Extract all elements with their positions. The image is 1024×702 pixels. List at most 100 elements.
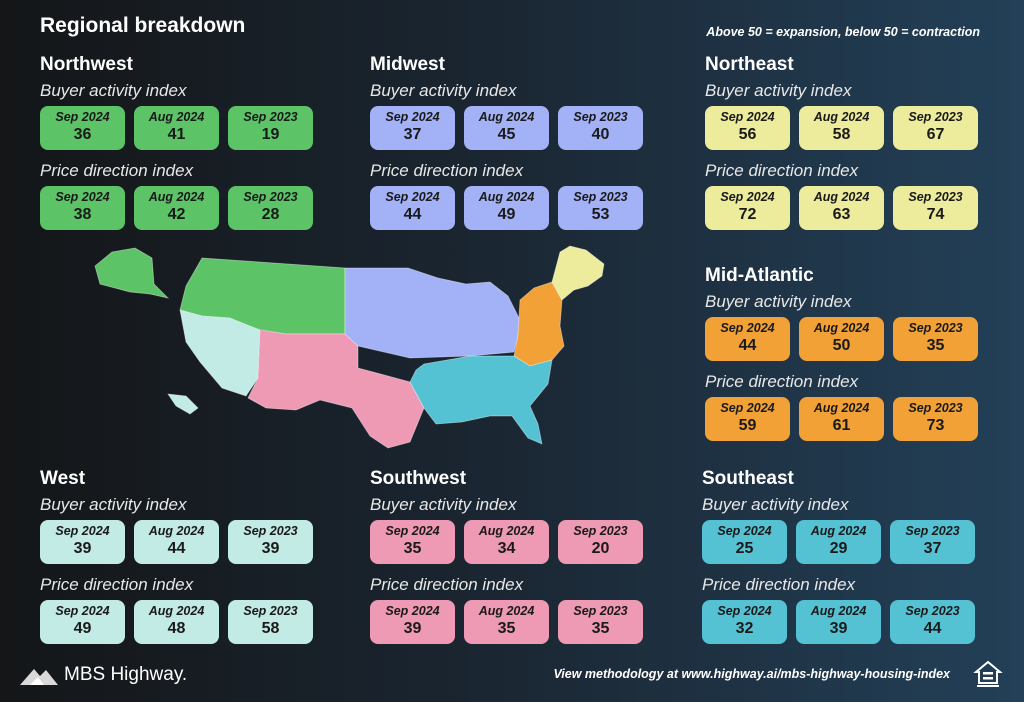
period-label: Sep 2024 [385,110,440,124]
index-value: 50 [832,337,851,354]
buyer-index-card: Sep 2023 19 [228,106,313,150]
price-index-card: Sep 2024 49 [40,600,125,644]
index-value: 73 [926,417,945,434]
price-index-card: Sep 2023 35 [558,600,643,644]
region-name: Northeast [705,54,794,75]
price-index-card: Aug 2024 42 [134,186,219,230]
period-label: Sep 2024 [385,190,440,204]
region-panel-mid-atlantic: Mid-Atlantic Buyer activity index Sep 20… [705,263,1005,449]
buyer-index-label: Buyer activity index [702,495,849,514]
index-value: 56 [738,126,757,143]
price-index-card: Sep 2024 72 [705,186,790,230]
price-index-label: Price direction index [702,575,856,594]
period-label: Sep 2024 [717,604,772,618]
index-value: 39 [403,620,422,637]
price-index-card: Sep 2023 44 [890,600,975,644]
price-index-card: Aug 2024 49 [464,186,549,230]
price-index-row: Sep 2024 49 Aug 2024 48 Sep 2023 58 [40,600,340,644]
buyer-index-card: Sep 2023 40 [558,106,643,150]
index-value: 20 [591,540,610,557]
price-index-card: Aug 2024 48 [134,600,219,644]
period-label: Aug 2024 [813,401,870,415]
buyer-index-card: Aug 2024 44 [134,520,219,564]
buyer-index-card: Sep 2024 44 [705,317,790,361]
index-value: 36 [73,126,92,143]
price-index-row: Sep 2024 32 Aug 2024 39 Sep 2023 44 [702,600,1002,644]
period-label: Sep 2024 [720,190,775,204]
region-name: Southeast [702,468,794,489]
index-value: 41 [167,126,186,143]
midwest-shape [344,267,521,359]
period-label: Sep 2023 [908,110,963,124]
brand-name: MBS Highway. [64,664,188,685]
period-label: Aug 2024 [478,604,535,618]
buyer-index-row: Sep 2024 36 Aug 2024 41 Sep 2023 19 [40,106,340,150]
period-label: Sep 2024 [717,524,772,538]
price-index-card: Sep 2023 74 [893,186,978,230]
period-label: Aug 2024 [148,604,205,618]
period-label: Sep 2024 [720,401,775,415]
price-index-row: Sep 2024 59 Aug 2024 61 Sep 2023 73 [705,397,1005,441]
price-index-row: Sep 2024 72 Aug 2024 63 Sep 2023 74 [705,186,1005,230]
price-index-card: Sep 2024 38 [40,186,125,230]
index-value: 44 [923,620,942,637]
index-value: 35 [497,620,516,637]
price-index-label: Price direction index [40,161,194,180]
index-value: 35 [591,620,610,637]
buyer-index-card: Sep 2024 25 [702,520,787,564]
region-panel-northwest: Northwest Buyer activity index Sep 2024 3… [40,52,340,238]
price-index-card: Aug 2024 63 [799,186,884,230]
buyer-index-card: Aug 2024 58 [799,106,884,150]
index-value: 19 [261,126,280,143]
methodology-link[interactable]: View methodology at www.highway.ai/mbs-h… [553,667,950,681]
period-label: Sep 2023 [243,110,298,124]
price-index-card: Aug 2024 39 [796,600,881,644]
page-title: Regional breakdown [40,14,246,37]
buyer-index-card: Aug 2024 34 [464,520,549,564]
price-index-label: Price direction index [370,161,524,180]
price-index-label: Price direction index [705,161,859,180]
buyer-index-row: Sep 2024 37 Aug 2024 45 Sep 2023 40 [370,106,670,150]
buyer-index-card: Aug 2024 29 [796,520,881,564]
us-regional-map [94,245,605,449]
index-value: 45 [497,126,516,143]
period-label: Aug 2024 [478,110,535,124]
index-value: 67 [926,126,945,143]
southeast-shape [409,355,553,445]
index-value: 58 [261,620,280,637]
period-label: Aug 2024 [810,604,867,618]
index-value: 44 [403,206,422,223]
period-label: Sep 2024 [720,110,775,124]
period-label: Sep 2023 [905,604,960,618]
price-index-card: Aug 2024 61 [799,397,884,441]
price-index-row: Sep 2024 39 Aug 2024 35 Sep 2023 35 [370,600,670,644]
period-label: Aug 2024 [813,110,870,124]
index-value: 39 [829,620,848,637]
region-name: Northwest [40,54,133,75]
index-value: 59 [738,417,757,434]
index-value: 37 [923,540,942,557]
legend-note: Above 50 = expansion, below 50 = contrac… [706,25,980,39]
index-value: 39 [261,540,280,557]
period-label: Aug 2024 [810,524,867,538]
period-label: Sep 2024 [55,524,110,538]
price-index-row: Sep 2024 38 Aug 2024 42 Sep 2023 28 [40,186,340,230]
period-label: Sep 2024 [720,321,775,335]
equal-housing-icon [973,660,1003,687]
index-value: 34 [497,540,516,557]
index-value: 35 [403,540,422,557]
buyer-index-card: Aug 2024 41 [134,106,219,150]
period-label: Sep 2024 [385,524,440,538]
period-label: Sep 2023 [908,190,963,204]
price-index-row: Sep 2024 44 Aug 2024 49 Sep 2023 53 [370,186,670,230]
buyer-index-card: Sep 2024 37 [370,106,455,150]
period-label: Sep 2024 [55,604,110,618]
buyer-index-row: Sep 2024 44 Aug 2024 50 Sep 2023 35 [705,317,1005,361]
price-index-card: Sep 2024 44 [370,186,455,230]
period-label: Sep 2023 [243,190,298,204]
region-name: West [40,468,86,489]
buyer-index-row: Sep 2024 25 Aug 2024 29 Sep 2023 37 [702,520,1002,564]
index-value: 53 [591,206,610,223]
buyer-index-card: Sep 2024 35 [370,520,455,564]
region-panel-northeast: Northeast Buyer activity index Sep 2024 5… [705,52,1005,238]
